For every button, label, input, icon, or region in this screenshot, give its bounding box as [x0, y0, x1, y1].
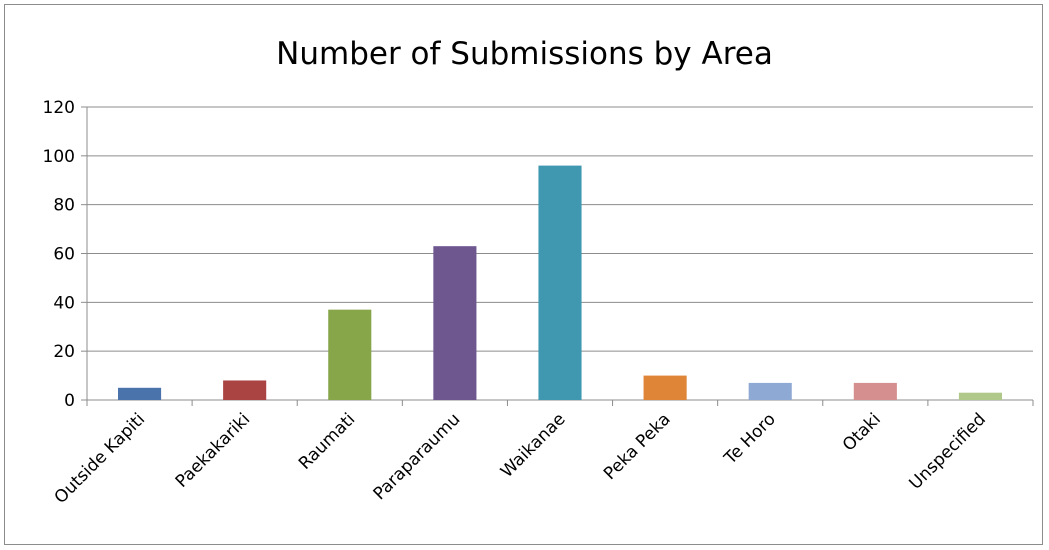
bar-outside-kapiti: [118, 387, 162, 400]
y-tick-label: 60: [53, 245, 75, 265]
bar-raumati: [328, 309, 372, 400]
chart-title: Number of Submissions by Area: [276, 36, 773, 72]
x-tick-label: Paekakariki: [172, 409, 254, 491]
x-tick-label: Unspecified: [906, 409, 990, 493]
y-tick-label: 80: [53, 196, 75, 216]
y-tick-label: 100: [43, 147, 75, 167]
y-tick-label: 20: [53, 342, 75, 362]
y-axis: 0 20 40 60 80 100 120: [43, 98, 88, 411]
bar-waikanae: [538, 165, 582, 400]
bar-unspecified: [958, 392, 1002, 400]
y-tick-label: 0: [64, 391, 75, 411]
bar-paraparaumu: [433, 246, 477, 400]
bar-peka-peka: [643, 375, 687, 400]
bar-te-horo: [748, 382, 792, 400]
x-tick-label: Paraparaumu: [370, 409, 465, 504]
y-tick-label: 120: [43, 98, 75, 118]
x-tick-label: Raumati: [295, 409, 359, 473]
bar-otaki: [853, 382, 897, 400]
bar-paekakariki: [223, 380, 267, 400]
chart-frame: [4, 4, 1043, 545]
x-tick-label: Waikanae: [497, 409, 569, 481]
y-tick-label: 40: [53, 293, 75, 313]
x-tick-label: Te Horo: [720, 409, 780, 469]
x-axis: Outside Kapiti Paekakariki Raumati Parapara…: [51, 400, 1034, 508]
x-tick-label: Peka Peka: [600, 409, 675, 484]
x-tick-label: Otaki: [839, 409, 885, 455]
bars: [118, 165, 1002, 400]
x-tick-label: Outside Kapiti: [51, 409, 149, 507]
